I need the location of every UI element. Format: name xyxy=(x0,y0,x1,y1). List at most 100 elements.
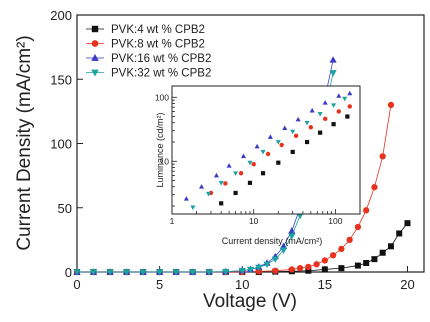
inset-data-point xyxy=(309,107,315,113)
data-point xyxy=(255,268,262,275)
legend-marker xyxy=(91,40,99,47)
data-point xyxy=(354,262,361,269)
x-axis-label: Voltage (V) xyxy=(203,291,297,312)
inset-data-point xyxy=(295,116,301,122)
inset-data-point xyxy=(219,201,224,206)
inset-data-point xyxy=(226,163,232,168)
data-point xyxy=(271,256,279,263)
inset-data-point xyxy=(290,149,295,155)
main-series xyxy=(73,56,411,276)
inset-data-point xyxy=(251,161,256,167)
data-point xyxy=(338,265,345,272)
data-point xyxy=(387,243,394,250)
data-point xyxy=(205,269,213,276)
inset-series-4 xyxy=(190,96,348,211)
inset-data-point xyxy=(275,140,281,145)
inset-data-point xyxy=(247,180,253,185)
legend-marker xyxy=(91,69,99,77)
legend-label: PVK:4 wt % CPB2 xyxy=(111,24,205,36)
y-axis-label: Current Density (mA/cm²) xyxy=(14,35,35,250)
data-point xyxy=(156,269,164,276)
data-point xyxy=(371,256,378,263)
data-point xyxy=(329,70,337,77)
inset-data-point xyxy=(260,171,266,176)
data-point xyxy=(89,269,98,276)
inset-y-tick-label: 100 xyxy=(155,92,169,102)
inset-y-tick-label: 10 xyxy=(160,156,170,166)
inset-data-point xyxy=(279,142,284,148)
inset-series-3 xyxy=(183,90,353,201)
inset-data-point xyxy=(308,125,314,130)
inset-data-point xyxy=(293,133,299,139)
inset-data-point xyxy=(336,93,342,98)
data-point xyxy=(379,153,386,160)
data-point xyxy=(296,264,304,272)
inset-data-point xyxy=(238,171,244,176)
inset-tick-labels: 1 10 100 10 100 xyxy=(155,92,343,226)
inset-x-tick-label: 10 xyxy=(249,216,259,226)
legend-marker xyxy=(91,25,99,33)
data-point xyxy=(404,220,411,227)
data-point xyxy=(222,268,230,276)
inset-x-tick-label: 1 xyxy=(170,216,175,226)
data-point xyxy=(354,223,362,231)
inset-data-point xyxy=(347,104,352,109)
data-point xyxy=(279,247,288,254)
data-point xyxy=(172,269,180,276)
inset-data-point xyxy=(331,122,336,127)
data-point xyxy=(321,266,328,273)
data-point xyxy=(363,260,370,267)
inset-data-point xyxy=(282,125,288,130)
legend: PVK:4 wt % CPB2 PVK:8 wt % CPB2 PVK:16 wt … xyxy=(86,24,211,80)
data-point xyxy=(305,263,312,271)
inset-data-point xyxy=(254,143,260,149)
legend-label: PVK:8 wt % CPB2 xyxy=(111,39,205,51)
data-point xyxy=(321,257,329,264)
inset-data-point xyxy=(265,151,271,157)
data-point xyxy=(106,269,114,276)
y-tick-label: 50 xyxy=(58,201,72,216)
data-point xyxy=(139,269,147,276)
inset-plot-area xyxy=(171,85,361,215)
inset-data-point xyxy=(208,190,214,196)
inset-data-point xyxy=(206,191,212,197)
data-point xyxy=(263,261,271,269)
data-point xyxy=(346,236,353,244)
inset-x-tick-label: 100 xyxy=(328,216,342,226)
data-point xyxy=(288,233,296,240)
data-point xyxy=(238,268,246,275)
x-tick-label: 0 xyxy=(73,277,80,292)
y-tick-label: 150 xyxy=(50,72,72,87)
inset-data-point xyxy=(345,114,350,119)
x-tick-label: 10 xyxy=(235,277,249,292)
y-tick-label: 100 xyxy=(50,137,72,152)
data-point xyxy=(305,267,312,274)
x-tick-label: 20 xyxy=(400,277,414,292)
inset-x-axis-label: Current density (mA/cm²) xyxy=(222,236,323,246)
inset-data-point xyxy=(304,139,310,145)
data-point xyxy=(396,230,403,237)
data-point xyxy=(329,252,337,259)
data-point xyxy=(73,269,81,276)
inset-y-axis-label: Luminance (cd/m²) xyxy=(155,112,165,187)
data-point xyxy=(246,266,255,274)
data-point xyxy=(363,207,370,214)
data-point xyxy=(272,267,279,274)
inset-data-point xyxy=(267,134,273,139)
inset-data-point xyxy=(240,153,247,159)
inset-data-point xyxy=(322,116,328,122)
data-point xyxy=(387,101,395,109)
inset-data-point xyxy=(213,172,219,178)
inset-data-point xyxy=(342,96,348,102)
data-point xyxy=(122,269,131,276)
inset-series-2 xyxy=(208,104,352,196)
inset-data-point xyxy=(233,171,239,176)
inset-data-point xyxy=(318,130,323,135)
legend-label: PVK:16 wt % CPB2 xyxy=(111,53,211,65)
data-point xyxy=(379,249,386,256)
inset-data-point xyxy=(276,160,281,165)
inset-data-point xyxy=(290,129,296,135)
legend-marker xyxy=(91,54,99,61)
inset-data-point xyxy=(190,205,196,211)
